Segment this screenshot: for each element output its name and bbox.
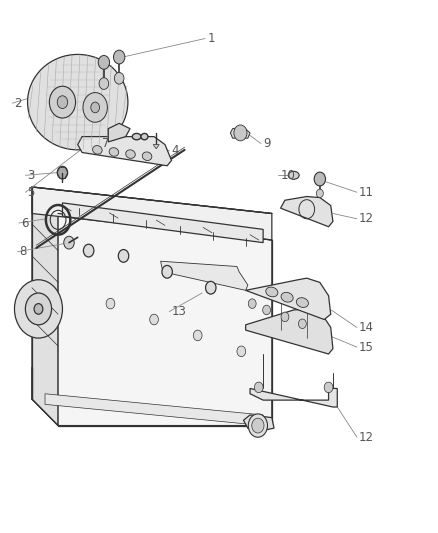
Polygon shape	[230, 127, 250, 138]
Polygon shape	[32, 187, 271, 240]
Circle shape	[83, 93, 107, 122]
Polygon shape	[245, 309, 332, 354]
Text: 3: 3	[28, 169, 35, 182]
Circle shape	[262, 305, 270, 315]
Circle shape	[193, 330, 201, 341]
Circle shape	[57, 96, 67, 109]
Ellipse shape	[92, 146, 102, 154]
Circle shape	[114, 72, 124, 84]
Circle shape	[113, 50, 124, 64]
Circle shape	[316, 189, 322, 198]
Circle shape	[298, 319, 306, 328]
Text: 1: 1	[207, 32, 214, 45]
Ellipse shape	[288, 171, 298, 179]
Text: 2: 2	[14, 96, 22, 110]
Circle shape	[118, 249, 128, 262]
Circle shape	[98, 55, 110, 69]
Circle shape	[237, 346, 245, 357]
Text: 5: 5	[28, 186, 35, 199]
Circle shape	[14, 280, 62, 338]
Polygon shape	[32, 187, 58, 425]
Text: 7: 7	[102, 137, 109, 150]
Text: 12: 12	[358, 431, 373, 444]
Circle shape	[149, 314, 158, 325]
Polygon shape	[245, 278, 330, 319]
Ellipse shape	[265, 287, 277, 297]
Polygon shape	[153, 144, 159, 149]
Polygon shape	[78, 136, 171, 166]
Ellipse shape	[142, 152, 152, 160]
Polygon shape	[243, 415, 273, 432]
Polygon shape	[160, 261, 247, 290]
Circle shape	[251, 418, 263, 433]
Ellipse shape	[141, 133, 148, 140]
Circle shape	[57, 166, 67, 179]
Ellipse shape	[280, 293, 293, 302]
Polygon shape	[45, 394, 262, 425]
Ellipse shape	[125, 150, 135, 158]
Circle shape	[34, 304, 43, 314]
Circle shape	[64, 236, 74, 249]
Text: 14: 14	[358, 321, 373, 334]
Circle shape	[233, 125, 247, 141]
Text: 13: 13	[171, 305, 186, 318]
Circle shape	[91, 102, 99, 113]
Ellipse shape	[132, 133, 141, 140]
Circle shape	[83, 244, 94, 257]
Polygon shape	[280, 197, 332, 227]
Circle shape	[248, 299, 255, 309]
Text: 12: 12	[358, 212, 373, 225]
Circle shape	[323, 382, 332, 393]
Text: 10: 10	[280, 169, 295, 182]
Text: 9: 9	[262, 137, 270, 150]
Polygon shape	[32, 367, 271, 425]
Text: 4: 4	[171, 144, 179, 157]
Circle shape	[248, 414, 267, 437]
Ellipse shape	[109, 148, 118, 156]
Ellipse shape	[296, 298, 308, 308]
Circle shape	[280, 312, 288, 321]
Circle shape	[49, 86, 75, 118]
Text: 15: 15	[358, 341, 373, 353]
Circle shape	[205, 281, 215, 294]
Circle shape	[162, 265, 172, 278]
Ellipse shape	[28, 54, 127, 150]
Circle shape	[314, 172, 325, 186]
Text: 11: 11	[358, 186, 373, 199]
Circle shape	[106, 298, 115, 309]
Polygon shape	[58, 214, 271, 425]
Polygon shape	[108, 123, 130, 142]
Text: 6: 6	[21, 216, 28, 230]
Polygon shape	[250, 389, 336, 407]
Circle shape	[254, 382, 262, 393]
Circle shape	[99, 78, 109, 90]
Circle shape	[25, 293, 51, 325]
Text: 8: 8	[20, 245, 27, 258]
Polygon shape	[62, 203, 262, 243]
